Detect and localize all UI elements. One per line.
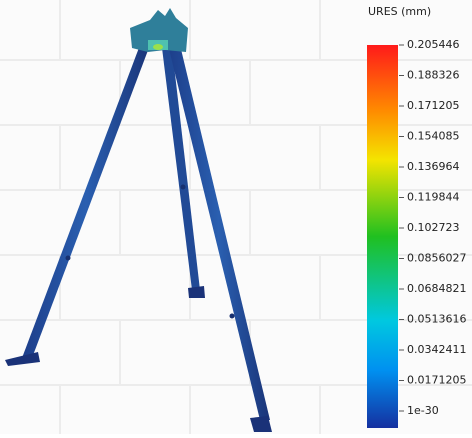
color-bar bbox=[367, 45, 398, 428]
legend-label: 0.171205 bbox=[407, 99, 460, 112]
legend-label: 0.154085 bbox=[407, 130, 460, 143]
legend-label: 1e-30 bbox=[407, 404, 439, 417]
legend-label: 0.188326 bbox=[407, 69, 460, 82]
legend-label: 0.119844 bbox=[407, 191, 460, 204]
legend-label: 0.0342411 bbox=[407, 343, 467, 356]
brick-wall bbox=[0, 0, 472, 434]
legend-label: 0.0856027 bbox=[407, 252, 467, 265]
legend-label: 0.205446 bbox=[407, 38, 460, 51]
legend-label: 0.136964 bbox=[407, 160, 460, 173]
legend-label: 0.0171205 bbox=[407, 374, 467, 387]
legend-label: 0.0513616 bbox=[407, 313, 467, 326]
legend-title: URES (mm) bbox=[368, 5, 431, 18]
page: URES (mm) 0.205446 0.188326 0.171205 0.1540… bbox=[0, 0, 472, 438]
legend-label: 0.102723 bbox=[407, 221, 460, 234]
legend-label: 0.0684821 bbox=[407, 282, 467, 295]
screen: URES (mm) 0.205446 0.188326 0.171205 0.1540… bbox=[0, 0, 472, 434]
